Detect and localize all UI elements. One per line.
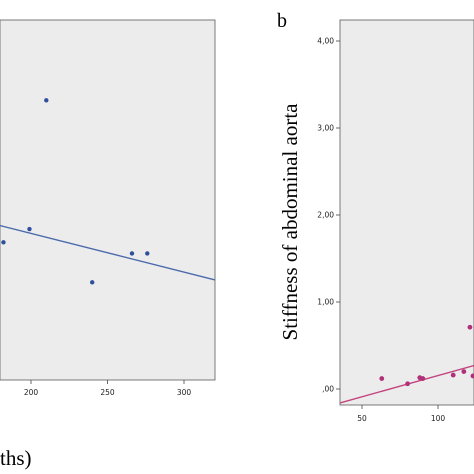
panel-b-plot-area [339,19,474,406]
data-point [1,240,6,245]
panel-b-x-ticks: 50 100 [357,405,445,423]
data-point [405,381,410,387]
y-tick-label: ,00 [322,385,334,394]
data-point [467,324,473,330]
data-point [379,376,385,381]
data-point [27,226,32,232]
data-point [461,369,467,374]
panel-a-plot-area [0,19,216,381]
y-tick-label: 3,00 [317,124,334,133]
data-point [145,251,150,256]
panel-a-fit-line [0,224,216,281]
panel-b-y-axis-title: Stiffness of abdominal aorta [278,103,302,341]
panel-a-points [1,98,150,285]
x-tick-label: 300 [177,388,192,397]
x-tick-label: 100 [431,414,446,423]
panel-b: b Stiffness of abdominal aorta 50 100 ,00… [277,10,474,423]
y-tick-label: 4,00 [317,37,334,46]
data-point [470,373,474,379]
x-tick-label: 250 [100,388,115,397]
data-point [420,376,426,381]
panel-b-label: b [277,10,287,32]
data-point [44,98,49,103]
x-tick-label: 200 [24,388,39,397]
panel-b-points [379,324,474,387]
data-point [129,251,135,256]
y-tick-label: 2,00 [317,211,334,220]
panel-a-x-axis-title: ths) [0,446,32,470]
panel-a: 200 250 300 ths) [0,19,216,470]
panel-a-x-ticks: 200 250 300 [24,380,192,397]
y-tick-label: 1,00 [317,298,334,307]
data-point [90,280,95,285]
x-tick-label: 50 [357,414,367,423]
data-point [450,372,456,378]
panel-b-y-ticks: ,00 1,00 2,00 3,00 4,00 [317,37,340,394]
